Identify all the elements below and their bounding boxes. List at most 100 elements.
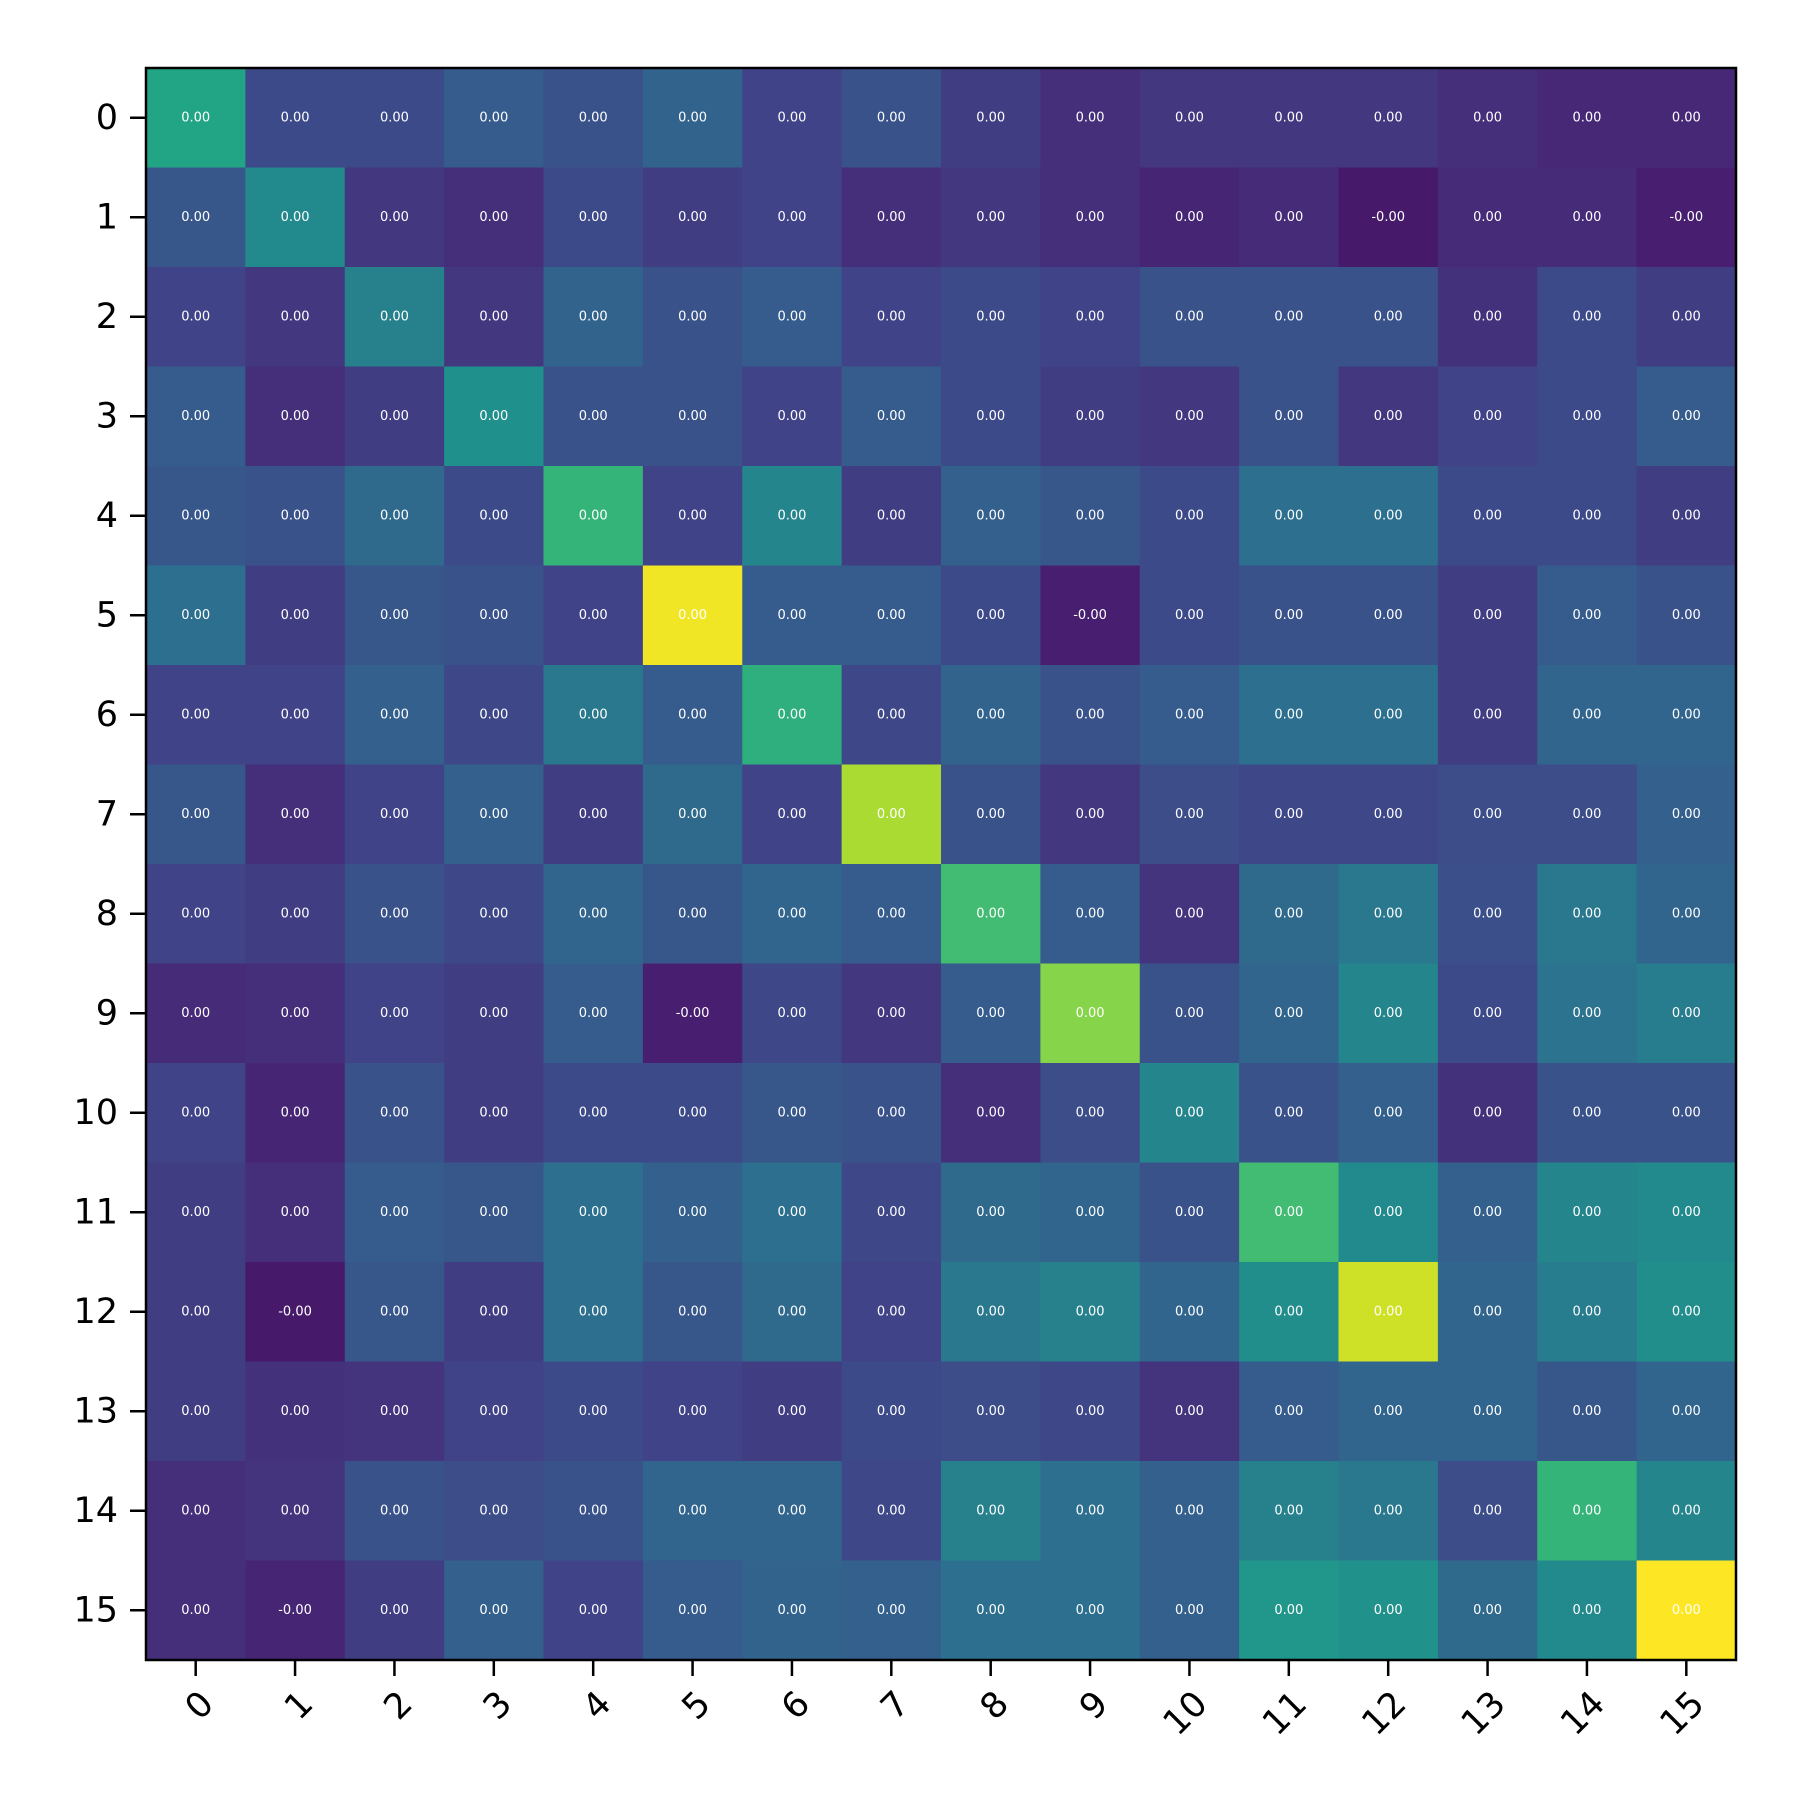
cell-value-label: 0.00	[1572, 508, 1601, 523]
heatmap-cell-0-0	[146, 68, 246, 169]
heatmap-cell-13-14	[1537, 1361, 1638, 1462]
cell-value-label: 0.00	[380, 807, 409, 822]
cell-value-label: 0.00	[1175, 210, 1204, 225]
cell-value-label: 0.00	[479, 906, 508, 921]
heatmap-cell-9-1	[245, 963, 346, 1064]
cell-value-label: 0.00	[380, 1404, 409, 1419]
x-tick-label: 4	[575, 1684, 619, 1728]
heatmap-cell-0-6	[742, 68, 843, 169]
heatmap-cell-8-13	[1437, 864, 1538, 965]
heatmap-cell-1-8	[941, 167, 1041, 268]
heatmap-cell-3-12	[1338, 366, 1439, 467]
y-tick-label: 3	[96, 396, 118, 436]
cell-value-label: 0.00	[877, 309, 906, 324]
x-tick-label: 6	[774, 1684, 818, 1728]
y-tick-label: 6	[96, 695, 118, 735]
heatmap-cell-3-13	[1437, 366, 1538, 467]
heatmap-cell-5-14	[1537, 565, 1638, 666]
y-tick-label: 13	[73, 1391, 118, 1431]
cell-value-label: 0.00	[1473, 210, 1502, 225]
heatmap-cell-1-5	[642, 167, 743, 268]
y-tick-label: 10	[73, 1093, 118, 1133]
heatmap-cell-11-15	[1636, 1162, 1737, 1263]
heatmap-cell-2-9	[1040, 267, 1141, 368]
heatmap-cell-13-12	[1338, 1361, 1439, 1462]
heatmap-cell-4-7	[841, 466, 942, 567]
heatmap-cell-4-12	[1338, 466, 1439, 567]
heatmap-cell-15-6	[742, 1560, 843, 1661]
heatmap-cell-15-15	[1636, 1560, 1737, 1661]
heatmap-cell-7-12	[1338, 764, 1439, 865]
cell-value-label: 0.00	[777, 1503, 806, 1518]
cell-value-label: 0.00	[1175, 409, 1204, 424]
heatmap-cell-1-2	[344, 167, 445, 268]
cell-value-label: 0.00	[1672, 110, 1701, 125]
y-tick-label: 7	[96, 794, 118, 834]
cell-value-label: 0.00	[579, 409, 608, 424]
heatmap-cell-8-0	[146, 864, 246, 965]
cell-value-label: 0.00	[976, 309, 1005, 324]
cell-value-label: 0.00	[181, 210, 210, 225]
cell-value-label: 0.00	[380, 110, 409, 125]
heatmap-cell-2-8	[941, 267, 1041, 368]
cell-value-label: 0.00	[877, 707, 906, 722]
cell-value-label: 0.00	[877, 906, 906, 921]
cell-value-label: 0.00	[181, 1006, 210, 1021]
cell-value-label: 0.00	[579, 707, 608, 722]
heatmap-cell-10-0	[146, 1063, 246, 1164]
heatmap-cell-15-11	[1239, 1560, 1340, 1661]
cell-value-label: 0.00	[1572, 608, 1601, 623]
heatmap-cell-1-9	[1040, 167, 1141, 268]
cell-value-label: 0.00	[976, 1006, 1005, 1021]
heatmap-cell-12-1	[245, 1262, 346, 1363]
heatmap-cell-2-15	[1636, 267, 1737, 368]
cell-value-label: 0.00	[1374, 608, 1403, 623]
heatmap-cell-7-5	[642, 764, 743, 865]
cell-value-label: 0.00	[1374, 1205, 1403, 1220]
heatmap-cell-6-4	[543, 665, 644, 766]
x-tick-label: 14	[1553, 1684, 1613, 1744]
heatmap-cell-15-2	[344, 1560, 445, 1661]
heatmap-cell-7-0	[146, 764, 246, 865]
heatmap-cell-11-5	[642, 1162, 743, 1263]
cell-value-label: 0.00	[877, 409, 906, 424]
cell-value-label: 0.00	[1473, 1404, 1502, 1419]
cell-value-label: 0.00	[877, 1105, 906, 1120]
cell-value-label: 0.00	[1572, 1304, 1601, 1319]
heatmap-cell-0-15	[1636, 68, 1737, 169]
cell-value-label: 0.00	[678, 707, 707, 722]
heatmap-cell-6-9	[1040, 665, 1141, 766]
cell-value-label: -0.00	[1371, 210, 1405, 225]
cell-value-label: 0.00	[281, 608, 310, 623]
heatmap-cell-4-0	[146, 466, 246, 567]
heatmap-cell-9-15	[1636, 963, 1737, 1064]
cell-value-label: 0.00	[777, 608, 806, 623]
cell-value-label: 0.00	[1572, 409, 1601, 424]
cell-value-label: 0.00	[777, 409, 806, 424]
cell-value-label: 0.00	[1274, 1503, 1303, 1518]
cell-value-label: 0.00	[281, 309, 310, 324]
cell-value-label: 0.00	[579, 608, 608, 623]
heatmap-cell-3-14	[1537, 366, 1638, 467]
cell-value-label: 0.00	[1274, 906, 1303, 921]
cell-value-label: 0.00	[380, 409, 409, 424]
cell-value-label: 0.00	[1076, 508, 1105, 523]
cell-value-label: 0.00	[877, 1603, 906, 1618]
heatmap-cell-14-5	[642, 1461, 743, 1562]
cell-value-label: 0.00	[579, 1404, 608, 1419]
cell-value-label: 0.00	[1076, 707, 1105, 722]
cell-value-label: 0.00	[1473, 309, 1502, 324]
heatmap-cell-0-5	[642, 68, 743, 169]
cell-value-label: 0.00	[281, 807, 310, 822]
cell-value-label: 0.00	[1175, 1205, 1204, 1220]
heatmap-cell-14-6	[742, 1461, 843, 1562]
x-tick-label: 7	[873, 1684, 917, 1728]
cell-value-label: 0.00	[380, 608, 409, 623]
heatmap-cell-0-9	[1040, 68, 1141, 169]
heatmap-cell-13-8	[941, 1361, 1041, 1462]
heatmap-cell-12-7	[841, 1262, 942, 1363]
cell-value-label: 0.00	[1274, 309, 1303, 324]
heatmap-cell-0-2	[344, 68, 445, 169]
heatmap-cell-8-11	[1239, 864, 1340, 965]
heatmap-cell-14-2	[344, 1461, 445, 1562]
